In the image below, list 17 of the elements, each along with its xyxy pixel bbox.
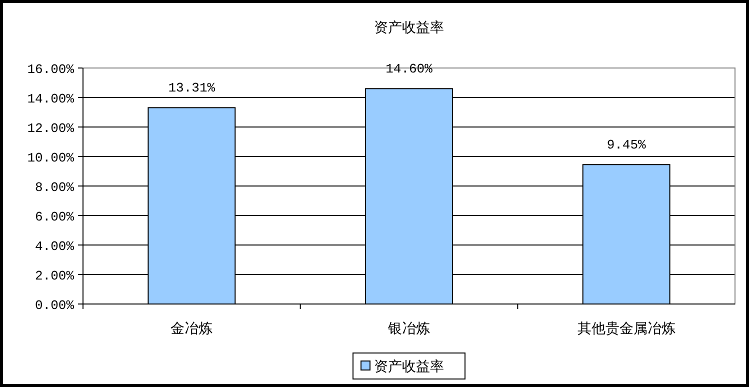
y-tick-label: 0.00% bbox=[34, 298, 74, 313]
y-tick-label: 16.00% bbox=[27, 62, 74, 77]
y-tick-label: 2.00% bbox=[34, 268, 74, 284]
y-tick-label: 14.00% bbox=[27, 92, 74, 106]
y-tick-label: 6.00% bbox=[34, 210, 74, 224]
data-label: 13.31% bbox=[168, 80, 216, 96]
y-tick-label: 4.00% bbox=[34, 239, 74, 254]
chart-title: 资产收益率 bbox=[374, 20, 444, 36]
legend-label: 资产收益率 bbox=[374, 359, 444, 375]
y-tick-label: 8.00% bbox=[34, 180, 74, 195]
x-tick-label: 金冶炼 bbox=[170, 321, 213, 337]
data-label: 9.45% bbox=[606, 138, 646, 153]
y-tick-label: 12.00% bbox=[27, 121, 74, 136]
y-tick-label: 10.00% bbox=[27, 150, 74, 166]
data-label: 14.60% bbox=[386, 62, 433, 77]
x-tick-label: 其他贵金属冶炼 bbox=[577, 321, 676, 337]
x-tick-label: 银冶炼 bbox=[387, 321, 430, 337]
